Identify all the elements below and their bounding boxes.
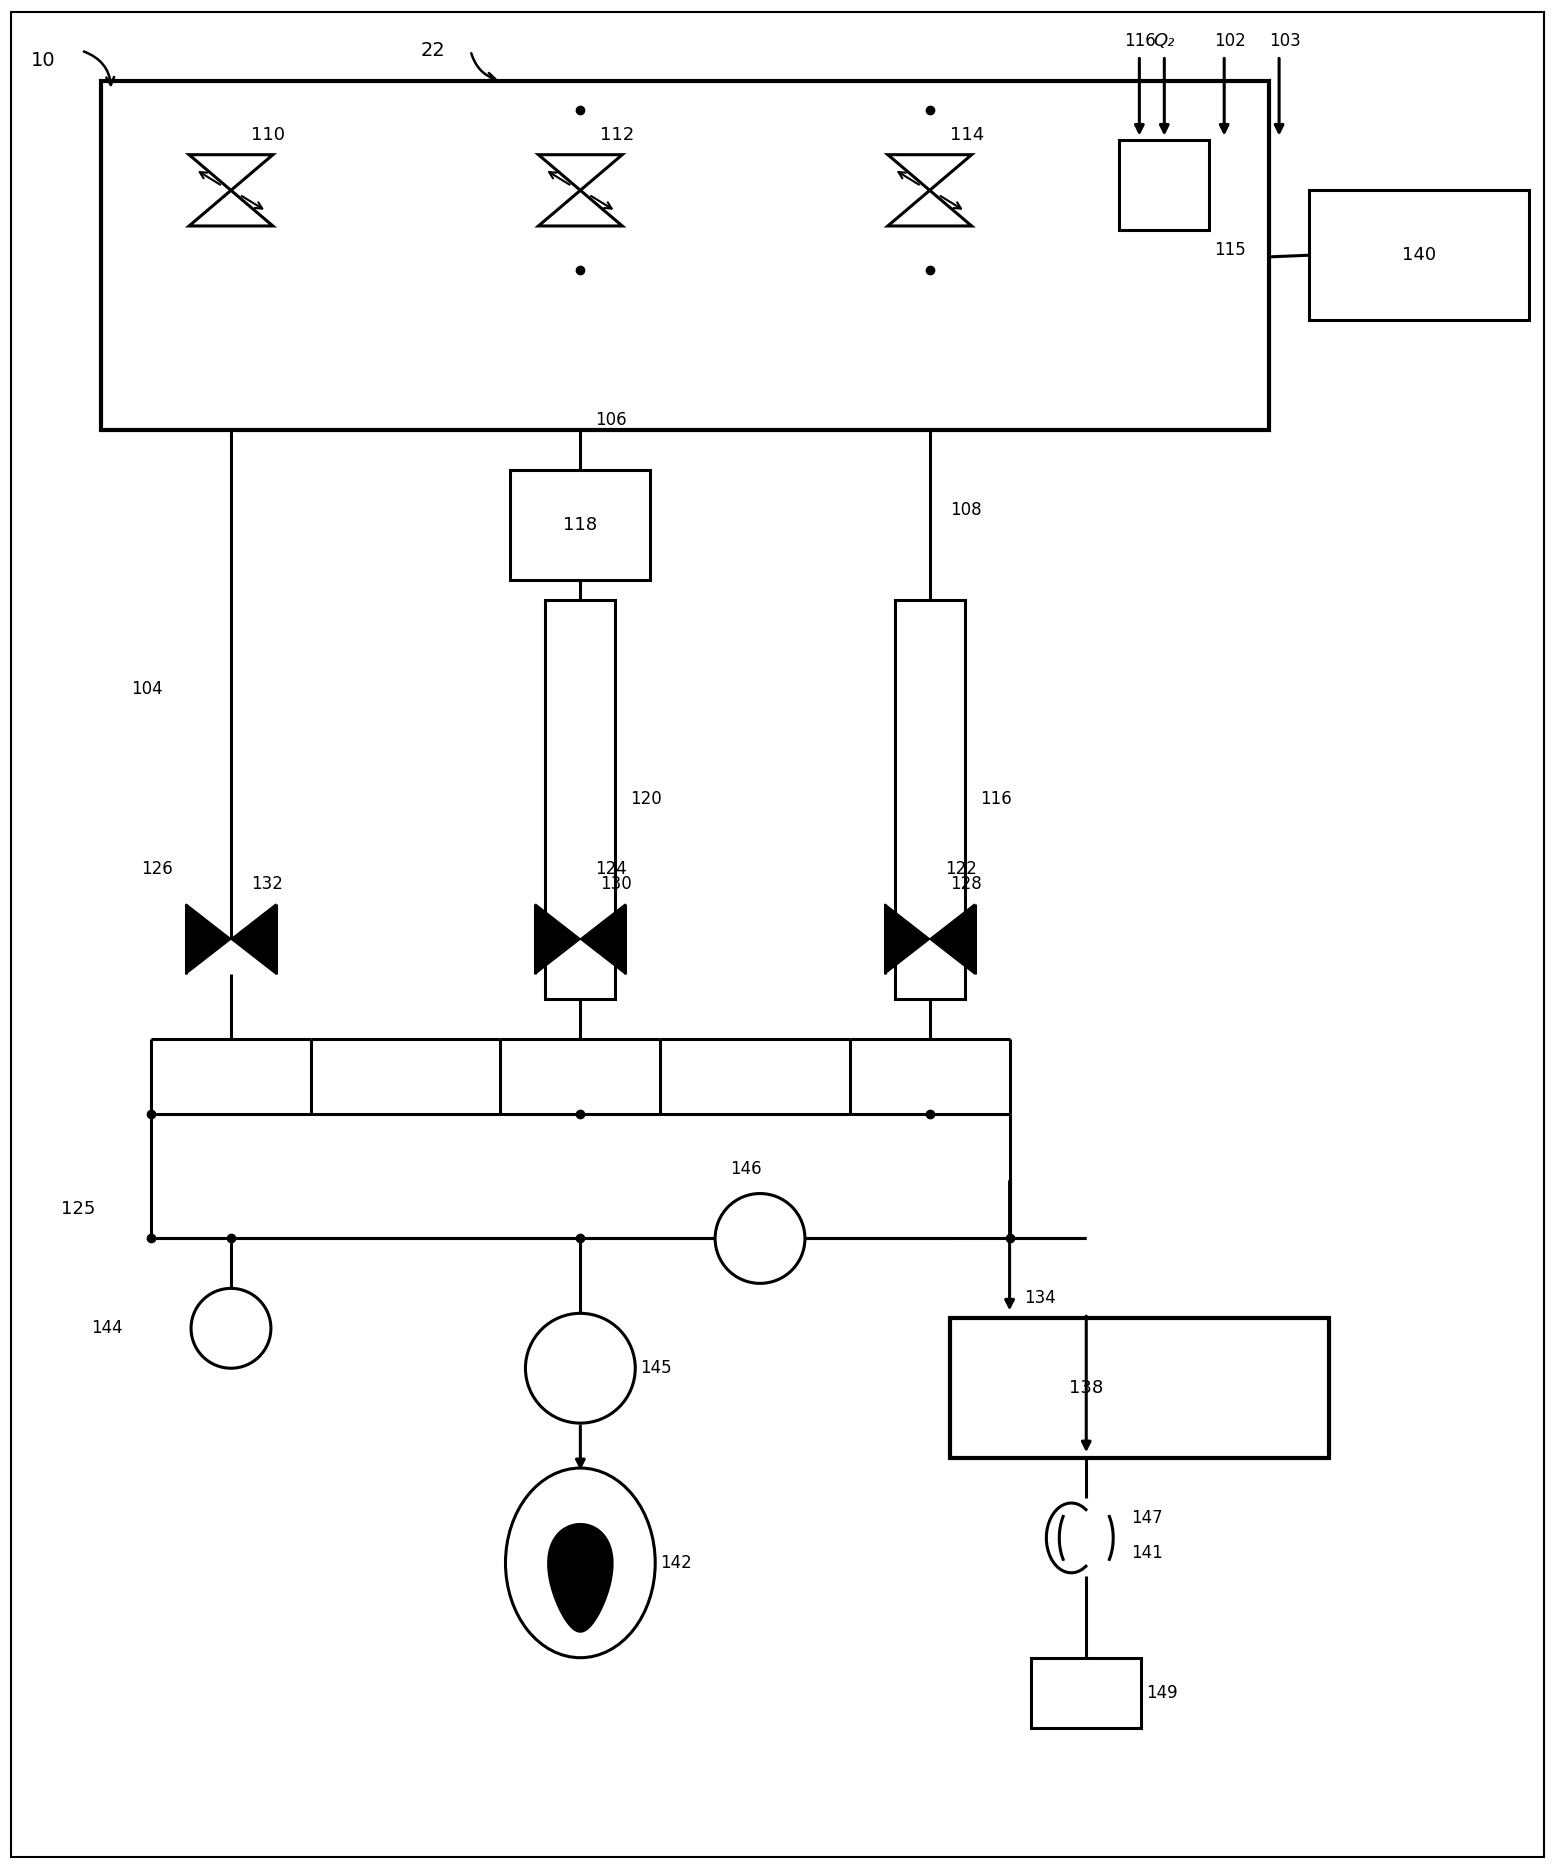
Text: 104: 104 <box>131 680 163 699</box>
Text: Q₂: Q₂ <box>1154 32 1176 50</box>
Bar <box>950 1318 1330 1458</box>
Polygon shape <box>888 155 972 191</box>
Text: 110: 110 <box>250 127 285 144</box>
Bar <box>894 600 964 998</box>
Bar <box>1309 191 1529 320</box>
Text: 132: 132 <box>250 875 283 893</box>
Text: 134: 134 <box>1025 1290 1056 1306</box>
Text: 103: 103 <box>1269 32 1302 50</box>
Text: 112: 112 <box>600 127 634 144</box>
Text: 142: 142 <box>661 1553 692 1572</box>
Bar <box>101 80 1269 430</box>
Circle shape <box>526 1314 636 1422</box>
Polygon shape <box>187 905 232 974</box>
Text: 124: 124 <box>596 860 627 878</box>
Circle shape <box>715 1194 805 1284</box>
Text: 126: 126 <box>142 860 173 878</box>
Polygon shape <box>547 1523 614 1634</box>
Text: 102: 102 <box>1214 32 1246 50</box>
Text: 147: 147 <box>1130 1508 1163 1527</box>
Bar <box>1031 1658 1141 1727</box>
Text: 106: 106 <box>596 411 627 428</box>
Text: 108: 108 <box>950 501 981 520</box>
Bar <box>510 469 650 579</box>
Text: 115: 115 <box>1214 241 1246 260</box>
Text: 122: 122 <box>945 860 977 878</box>
Polygon shape <box>190 155 274 191</box>
Polygon shape <box>538 191 622 226</box>
Text: 118: 118 <box>563 516 597 535</box>
Text: 128: 128 <box>950 875 981 893</box>
Polygon shape <box>538 155 622 191</box>
Bar <box>1120 140 1210 230</box>
Text: 149: 149 <box>1146 1684 1177 1701</box>
Polygon shape <box>190 191 274 226</box>
Text: 141: 141 <box>1130 1544 1163 1562</box>
Text: 10: 10 <box>31 50 56 69</box>
Text: 140: 140 <box>1401 247 1435 264</box>
Polygon shape <box>580 905 625 974</box>
Text: 125: 125 <box>61 1200 96 1217</box>
Text: 146: 146 <box>731 1159 762 1177</box>
Polygon shape <box>930 905 975 974</box>
Text: 144: 144 <box>92 1320 123 1338</box>
Text: 116: 116 <box>980 791 1011 807</box>
Text: 130: 130 <box>600 875 631 893</box>
Ellipse shape <box>505 1467 655 1658</box>
Text: 114: 114 <box>950 127 984 144</box>
Polygon shape <box>535 905 580 974</box>
Text: 22: 22 <box>421 41 445 60</box>
Polygon shape <box>885 905 930 974</box>
Text: 138: 138 <box>1070 1379 1104 1398</box>
Circle shape <box>191 1288 271 1368</box>
Text: 120: 120 <box>630 791 662 807</box>
Text: 116: 116 <box>1124 32 1155 50</box>
Polygon shape <box>888 191 972 226</box>
Bar <box>546 600 616 998</box>
Text: 145: 145 <box>641 1359 672 1377</box>
Polygon shape <box>232 905 275 974</box>
